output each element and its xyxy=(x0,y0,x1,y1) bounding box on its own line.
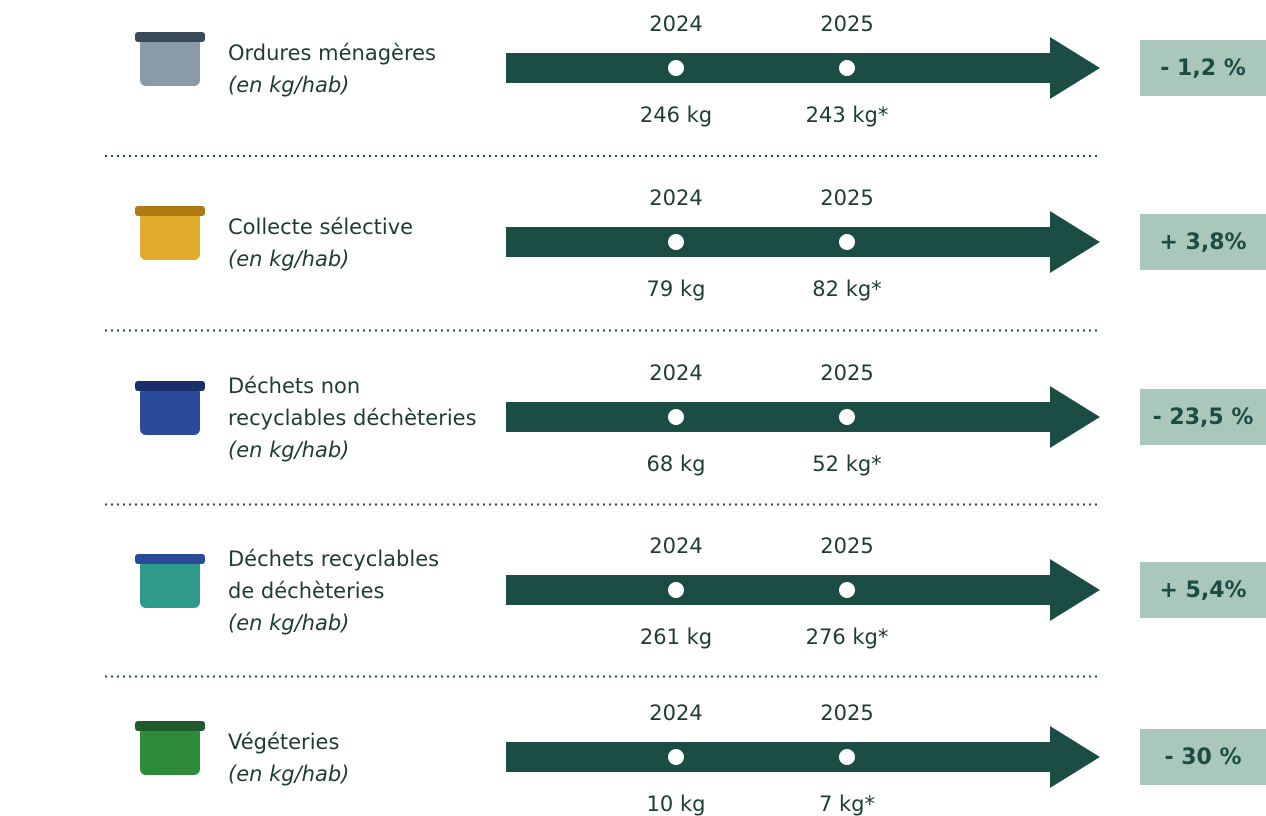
value-label: 243 kg* xyxy=(806,103,889,127)
arrow-head xyxy=(1050,386,1100,448)
icon-top xyxy=(135,381,205,391)
row-unit: (en kg/hab) xyxy=(228,762,349,786)
icon-body xyxy=(140,38,200,86)
change-label: + 5,4% xyxy=(1159,578,1246,603)
timeline-dot xyxy=(668,60,684,76)
icon-body xyxy=(140,387,200,435)
year-label: 2024 xyxy=(649,361,702,385)
value-label: 276 kg* xyxy=(806,625,889,649)
change-label: + 3,8% xyxy=(1159,230,1246,255)
arrow-head xyxy=(1050,211,1100,273)
infographic: Ordures ménagères (en kg/hab) 2024 246 kg 20… xyxy=(0,0,1266,816)
year-label: 2025 xyxy=(820,701,873,725)
value-label: 79 kg xyxy=(647,277,706,301)
change-label: - 23,5 % xyxy=(1153,405,1254,430)
timeline-dot xyxy=(668,749,684,765)
row-label: Collecte sélective xyxy=(228,215,413,239)
value-label: 52 kg* xyxy=(812,452,881,476)
arrow-head xyxy=(1050,37,1100,99)
icon-top xyxy=(135,721,205,731)
timeline-dot xyxy=(839,234,855,250)
timeline-dot xyxy=(668,234,684,250)
row-label: de déchèteries xyxy=(228,579,384,603)
year-label: 2025 xyxy=(820,361,873,385)
arrow-head xyxy=(1050,726,1100,788)
arrow-shaft xyxy=(506,575,1058,605)
change-label: - 30 % xyxy=(1164,745,1241,770)
timeline-dot xyxy=(839,749,855,765)
row-label: Déchets recyclables xyxy=(228,547,439,571)
row-unit: (en kg/hab) xyxy=(228,247,349,271)
row-label: recyclables déchèteries xyxy=(228,406,477,430)
year-label: 2025 xyxy=(820,534,873,558)
timeline-dot xyxy=(839,60,855,76)
timeline-dot xyxy=(668,409,684,425)
icon-body xyxy=(140,212,200,260)
change-label: - 1,2 % xyxy=(1160,56,1245,81)
row-unit: (en kg/hab) xyxy=(228,73,349,97)
value-label: 82 kg* xyxy=(812,277,881,301)
arrow-shaft xyxy=(506,227,1058,257)
row-unit: (en kg/hab) xyxy=(228,438,349,462)
row-label: Végéteries xyxy=(228,730,339,754)
icon-body xyxy=(140,560,200,608)
arrow-shaft xyxy=(506,53,1058,83)
value-label: 7 kg* xyxy=(819,792,875,816)
icon-top xyxy=(135,32,205,42)
arrow-head xyxy=(1050,559,1100,621)
value-label: 68 kg xyxy=(647,452,706,476)
year-label: 2025 xyxy=(820,186,873,210)
icon-top xyxy=(135,206,205,216)
value-label: 246 kg xyxy=(640,103,712,127)
timeline-dot xyxy=(668,582,684,598)
timeline-dot xyxy=(839,582,855,598)
row-unit: (en kg/hab) xyxy=(228,611,349,635)
icon-body xyxy=(140,727,200,775)
arrow-shaft xyxy=(506,742,1058,772)
timeline-dot xyxy=(839,409,855,425)
year-label: 2024 xyxy=(649,701,702,725)
year-label: 2024 xyxy=(649,186,702,210)
year-label: 2025 xyxy=(820,12,873,36)
year-label: 2024 xyxy=(649,534,702,558)
row-label: Ordures ménagères xyxy=(228,41,436,65)
year-label: 2024 xyxy=(649,12,702,36)
row-label: Déchets non xyxy=(228,374,360,398)
value-label: 261 kg xyxy=(640,625,712,649)
arrow-shaft xyxy=(506,402,1058,432)
icon-top xyxy=(135,554,205,564)
value-label: 10 kg xyxy=(647,792,706,816)
